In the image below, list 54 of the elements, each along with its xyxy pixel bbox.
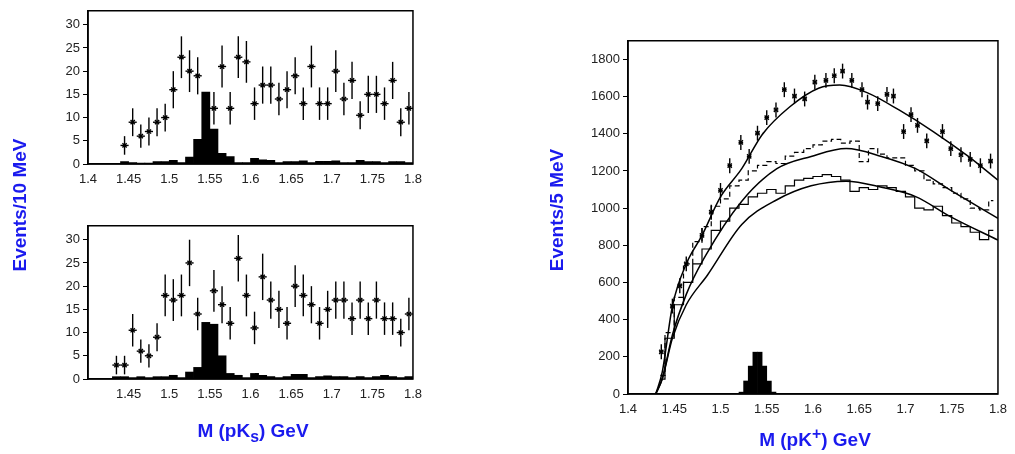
y-tick-label: 30 [65,231,80,247]
x-tick-label: 1.6 [803,401,823,417]
y-tick-label: 400 [598,311,620,327]
y-tick-label: 15 [65,85,80,101]
x-tick-label: 1.5 [711,401,730,417]
x-tick-label: 1.8 [988,401,1007,417]
y-tick-label: 25 [65,39,80,55]
y-axis-title: Events/5 MeV [546,148,568,272]
y-tick-label: 800 [598,236,620,252]
x-tick-label: 1.6 [241,171,260,187]
x-tick-label: 1.6 [241,386,260,402]
x-tick-label: 1.65 [278,386,304,402]
x-tick-label: 1.7 [322,171,341,187]
x-tick-label: 1.5 [160,171,179,187]
y-tick-label: 600 [598,274,620,290]
x-tick-label: 1.4 [618,401,638,417]
x-tick-label: 1.45 [115,171,142,187]
x-tick-label: 1.45 [115,386,142,402]
x-tick-label: 1.8 [403,171,422,187]
x-tick-label: 1.5 [160,386,179,402]
y-tick-label: 1600 [591,88,620,104]
x-tick-label: 1.65 [278,171,304,187]
y-tick-label: 1400 [591,125,620,141]
y-tick-label: 1200 [591,162,620,178]
y-tick-label: 30 [65,16,80,32]
y-tick-label: 0 [72,370,80,386]
x-tick-label: 1.55 [754,401,780,417]
y-axis-title: Events/10 MeV [9,138,31,272]
x-tick-label: 1.55 [197,171,223,187]
y-tick-label: 0 [612,385,620,401]
x-tick-label: 1.55 [197,386,223,402]
x-tick-label: 1.45 [661,401,687,417]
x-axis-title: M (pK$_{s}$) GeV [196,420,310,446]
x-tick-label: 1.65 [846,401,872,417]
y-tick-label: 1800 [591,50,620,66]
y-tick-label: 0 [72,155,80,171]
y-tick-label: 1000 [591,199,620,215]
y-tick-label: 5 [72,132,80,148]
x-tick-label: 1.8 [403,386,422,402]
y-tick-label: 15 [65,300,80,316]
x-tick-label: 1.75 [359,386,385,402]
y-tick-label: 20 [65,277,80,293]
x-tick-label: 1.4 [78,171,98,187]
x-tick-label: 1.7 [322,386,341,402]
x-tick-label: 1.75 [939,401,965,417]
x-tick-label: 1.7 [896,401,915,417]
y-tick-label: 10 [65,324,80,340]
x-axis-title: M (pK$^{+}$) GeV [758,425,872,452]
y-tick-label: 200 [598,348,620,364]
y-tick-label: 20 [65,62,80,78]
x-tick-label: 1.75 [359,171,385,187]
y-tick-label: 5 [72,347,80,363]
y-tick-label: 25 [65,254,80,270]
y-tick-label: 10 [65,109,80,125]
